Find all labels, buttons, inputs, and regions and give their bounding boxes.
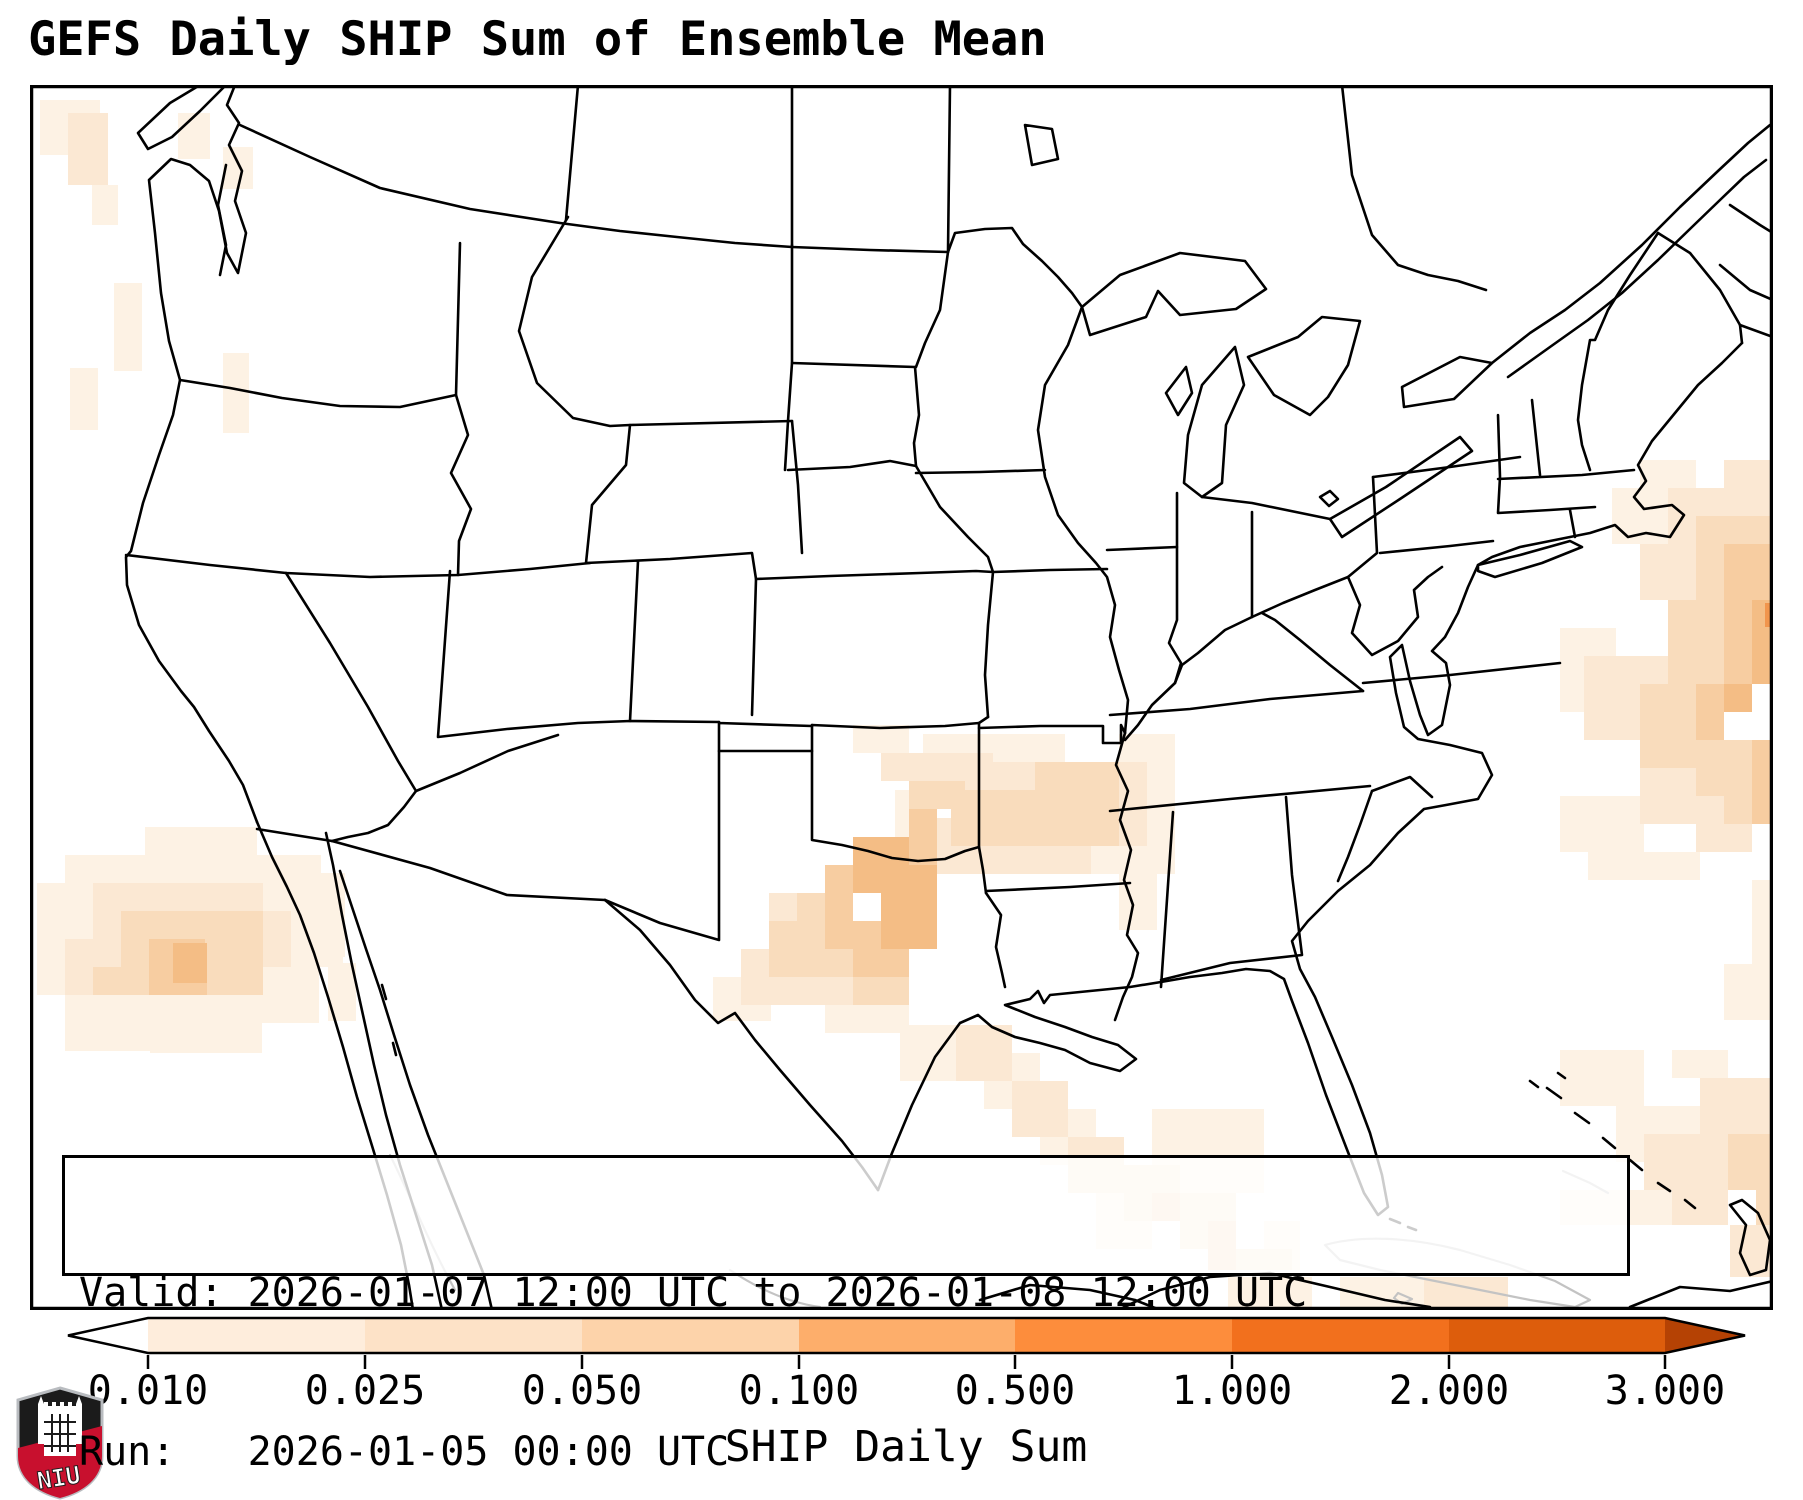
colorbar-svg (67, 1316, 1746, 1369)
ship-cell (223, 353, 249, 433)
vancouver-island (136, 85, 228, 151)
ship-cell (1672, 1190, 1728, 1225)
tick-label: 0.050 (521, 1368, 643, 1414)
ship-cell (1724, 684, 1752, 712)
ship-cell (1640, 460, 1696, 488)
ship-cell (1560, 796, 1644, 852)
andros-island (1728, 1198, 1772, 1277)
ship-cell (1752, 880, 1773, 964)
tick-label: 2.000 (1388, 1368, 1510, 1414)
tick-label: 0.025 (304, 1368, 426, 1414)
us-map (30, 85, 1773, 1310)
ship-cell (1640, 684, 1696, 768)
colorbar-segment (582, 1318, 799, 1353)
ship-cell (223, 147, 253, 189)
colorbar (40, 1310, 1763, 1372)
lake-superior (1080, 251, 1268, 337)
ship-cell (150, 1023, 262, 1053)
ship-cell (70, 368, 98, 430)
green-bay (1164, 365, 1194, 417)
ship-cell (1035, 762, 1119, 818)
run-line: Run: 2026-01-05 00:00 UTC (79, 1429, 730, 1475)
ship-cell (1724, 460, 1773, 516)
ship-cell (68, 113, 108, 185)
niu-logo: NIU (16, 1386, 104, 1500)
valid-run-box: Valid: 2026-01-07 12:00 UTC to 2026-01-0… (62, 1155, 1630, 1475)
colorbar-segment (365, 1318, 582, 1353)
ship-cell (1228, 1277, 1312, 1310)
ship-cell (853, 725, 909, 753)
ship-cell (178, 113, 210, 159)
ship-cell (317, 873, 345, 957)
ship-cell (1728, 1134, 1773, 1190)
ship-cell (825, 921, 853, 949)
ship-cell (1119, 846, 1157, 930)
long-island (1476, 539, 1584, 579)
colorbar-tick-labels: 0.010 0.025 0.050 0.100 0.500 1.000 2.000 3.000 (0, 1368, 1803, 1418)
ship-cell (173, 943, 207, 983)
ship-cell (1724, 964, 1773, 1020)
niu-logo-text: NIU (35, 1461, 82, 1495)
lake-st-clair (1318, 489, 1340, 508)
ship-cell (1007, 846, 1091, 874)
colorbar-title: SHIP Daily Sum (724, 1422, 1088, 1472)
colorbar-segment (68, 1318, 148, 1353)
bahamas-dashes (1528, 1071, 1697, 1210)
yucatan-coast (978, 1283, 1162, 1310)
ship-cell (1765, 603, 1773, 627)
ship-cell (93, 967, 149, 995)
ship-cell (114, 283, 142, 371)
ship-cell (769, 921, 825, 977)
tick-label: 0.100 (738, 1368, 860, 1414)
ship-cell (1119, 790, 1147, 846)
ship-cell (1672, 1050, 1728, 1078)
ship-cell (881, 949, 909, 977)
ship-cell (1640, 544, 1696, 600)
map-panel (30, 85, 1773, 1310)
ship-cell (1696, 824, 1752, 852)
tick-label: 0.010 (87, 1368, 209, 1414)
lake-huron (1246, 315, 1362, 417)
ship-cell (769, 893, 797, 921)
lake-erie (1328, 435, 1474, 539)
ship-cell (1668, 600, 1724, 684)
colorbar-outline (67, 1316, 1746, 1355)
coastlines-and-borders (124, 85, 1773, 1310)
tick-label: 1.000 (1171, 1368, 1293, 1414)
valid-line: Valid: 2026-01-07 12:00 UTC to 2026-01-0… (79, 1270, 1308, 1316)
colorbar-segment (1015, 1318, 1232, 1353)
niu-castle-windows (44, 1414, 76, 1452)
colorbar-segment (148, 1318, 365, 1353)
tick-label: 3.000 (1604, 1368, 1726, 1414)
colorbar-segment (1665, 1318, 1745, 1353)
ship-cell (853, 977, 909, 1005)
lake-ontario (1400, 355, 1494, 409)
ship-cell (956, 1025, 1012, 1081)
ship-cell (825, 865, 853, 921)
tick-label: 0.500 (954, 1368, 1076, 1414)
map-frame (30, 85, 1773, 1310)
ship-cell (1063, 818, 1119, 846)
lake-nipigon (1023, 123, 1060, 167)
ship-cell (881, 865, 937, 949)
ship-cell (1752, 740, 1773, 824)
ship-cell (1588, 852, 1700, 880)
ship-cell (1012, 1081, 1068, 1137)
colorbar-segment (799, 1318, 1015, 1353)
ship-cell (92, 185, 118, 225)
ship-cell (1560, 1050, 1644, 1106)
lake-michigan (1182, 345, 1246, 499)
ship-shading-cells (37, 100, 1773, 1310)
ship-cell (1696, 684, 1724, 740)
colorbar-segment (1232, 1318, 1449, 1353)
page-title: GEFS Daily SHIP Sum of Ensemble Mean (28, 12, 1047, 67)
ship-cell (825, 1005, 909, 1033)
colorbar-segment (1449, 1318, 1665, 1353)
puget-sound-line (216, 163, 228, 277)
